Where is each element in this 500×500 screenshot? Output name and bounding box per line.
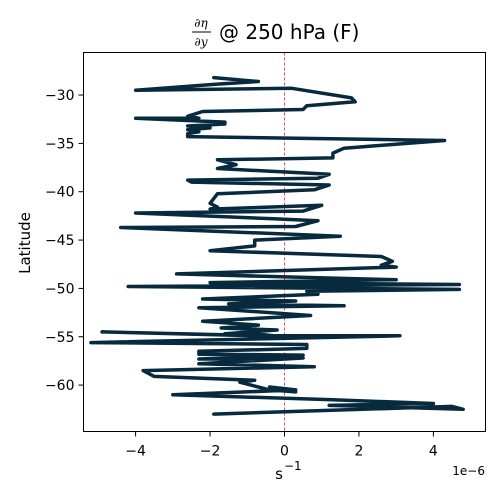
- chart-title: ∂η ∂y @ 250 hPa (F): [192, 16, 359, 49]
- y-tick-label: −45: [45, 233, 75, 249]
- x-tick-label: −4: [125, 444, 146, 460]
- y-tick-label: −30: [45, 88, 75, 104]
- y-axis-label: Latitude: [16, 212, 34, 274]
- x-axis-label-base: s: [275, 465, 283, 483]
- x-tick-label: 2: [354, 444, 363, 460]
- x-axis-ticks: −4 −2 0 2 4: [125, 431, 438, 460]
- y-tick-label: −35: [45, 136, 75, 152]
- y-tick-label: −40: [45, 185, 75, 201]
- y-tick-label: −50: [45, 281, 75, 297]
- x-tick-label: 4: [429, 444, 438, 460]
- y-axis-ticks: −30 −35 −40 −45 −50 −55 −60: [45, 88, 84, 394]
- plot-area: [89, 52, 465, 432]
- x-axis-label: s −1: [275, 459, 302, 483]
- x-tick-label: 0: [280, 444, 289, 460]
- title-text: @ 250 hPa (F): [219, 20, 359, 44]
- title-fraction-numerator: ∂η: [194, 16, 208, 30]
- x-axis-label-exponent: −1: [284, 459, 302, 473]
- data-series-line: [89, 75, 465, 416]
- x-tick-label: −2: [200, 444, 221, 460]
- y-tick-label: −55: [45, 330, 75, 346]
- x-axis-offset-label: 1e−6: [452, 464, 485, 478]
- title-fraction-denominator: ∂y: [195, 35, 208, 49]
- y-tick-label: −60: [45, 378, 75, 394]
